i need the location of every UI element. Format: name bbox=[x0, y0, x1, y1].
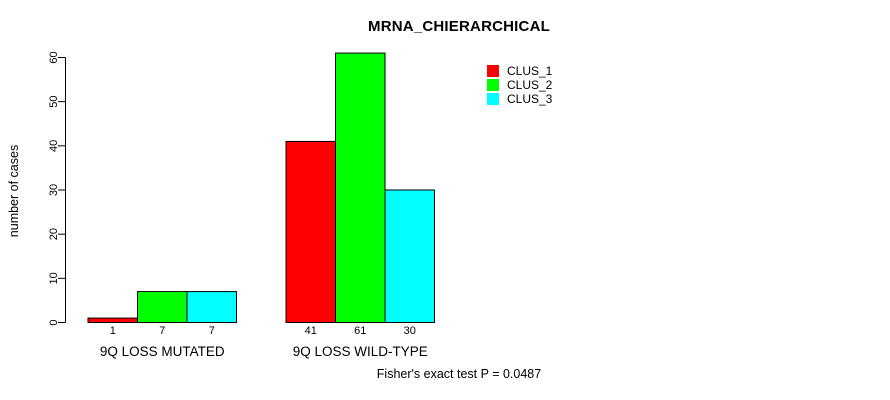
y-axis-tick-label: 30 bbox=[48, 184, 60, 196]
bar-value-label: 30 bbox=[404, 325, 416, 337]
bar-value-label: 7 bbox=[209, 325, 215, 337]
bar-value-label: 61 bbox=[354, 325, 366, 337]
legend-label-clus1: CLUS_1 bbox=[507, 64, 553, 78]
y-axis-tick-label: 20 bbox=[48, 228, 60, 240]
legend-item-clus1: CLUS_1 bbox=[487, 64, 552, 78]
y-axis-tick-label: 40 bbox=[48, 140, 60, 152]
fisher-test-annotation: Fisher's exact test P = 0.0487 bbox=[376, 367, 542, 381]
bar-clus_2-group1 bbox=[137, 291, 188, 324]
bar-clus_3-group2 bbox=[384, 189, 435, 323]
legend-swatch-clus2-icon bbox=[487, 79, 499, 91]
bar-value-label: 1 bbox=[110, 325, 116, 337]
y-axis-tick-label: 10 bbox=[48, 272, 60, 284]
legend-swatch-clus1-icon bbox=[487, 65, 499, 77]
chart-title: MRNA_CHIERARCHICAL bbox=[368, 18, 550, 35]
legend-swatch-clus3-icon bbox=[487, 93, 499, 105]
bar-clus_3-group1 bbox=[186, 291, 237, 324]
x-axis-category-label: 9Q LOSS MUTATED bbox=[100, 344, 225, 359]
bar-value-label: 7 bbox=[159, 325, 165, 337]
y-axis-tick-label: 0 bbox=[48, 319, 60, 325]
x-axis-category-label: 9Q LOSS WILD-TYPE bbox=[293, 344, 428, 359]
legend-item-clus2: CLUS_2 bbox=[487, 78, 552, 92]
bar-value-label: 41 bbox=[305, 325, 317, 337]
legend: CLUS_1 CLUS_2 CLUS_3 bbox=[487, 64, 552, 106]
bar-clus_1-group2 bbox=[285, 140, 336, 323]
bar-clus_1-group1 bbox=[87, 317, 138, 324]
y-axis-tick-label: 50 bbox=[48, 96, 60, 108]
legend-label-clus3: CLUS_3 bbox=[507, 92, 553, 106]
y-axis-tick-label: 60 bbox=[48, 51, 60, 63]
bar-clus_2-group2 bbox=[335, 52, 386, 323]
legend-item-clus3: CLUS_3 bbox=[487, 92, 552, 106]
legend-label-clus2: CLUS_2 bbox=[507, 78, 553, 92]
